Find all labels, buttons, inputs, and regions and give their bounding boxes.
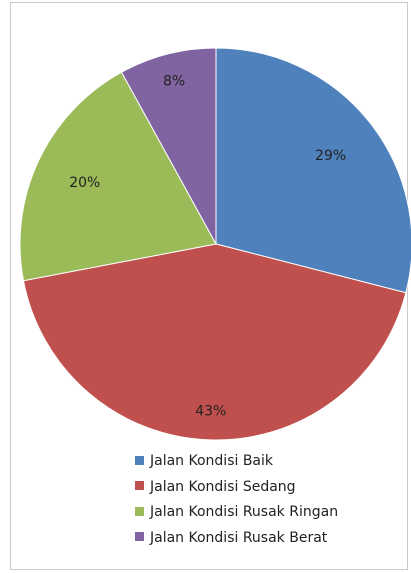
legend-label-rusak-berat: Jalan Kondisi Rusak Berat — [150, 529, 328, 546]
legend-label-baik: Jalan Kondisi Baik — [150, 453, 274, 469]
slice-label-rusak-ringan: 20% — [69, 175, 100, 191]
legend-label-rusak-ringan: Jalan Kondisi Rusak Ringan — [150, 504, 339, 520]
legend-label-sedang: Jalan Kondisi Sedang — [150, 478, 296, 495]
legend-item-baik: Jalan Kondisi Baik — [135, 449, 338, 475]
legend-item-rusak-berat: Jalan Kondisi Rusak Berat — [135, 526, 338, 552]
pie-slices — [19, 47, 411, 441]
legend-item-sedang: Jalan Kondisi Sedang — [135, 475, 338, 501]
slice-label-baik: 29% — [315, 148, 346, 164]
legend-item-rusak-ringan: Jalan Kondisi Rusak Ringan — [135, 500, 338, 526]
legend-swatch-rusak-berat — [135, 532, 144, 541]
pie-slice-baik — [215, 47, 411, 294]
slice-label-sedang: 43% — [195, 404, 226, 420]
pie-slice-rusak-ringan — [19, 71, 217, 282]
legend-swatch-baik — [135, 455, 144, 465]
pie-slice-rusak-berat — [120, 47, 217, 245]
legend-swatch-rusak-ringan — [135, 506, 144, 516]
chart-legend: Jalan Kondisi Baik Jalan Kondisi Sedang … — [135, 449, 338, 551]
pie-slice-sedang — [22, 243, 407, 441]
slice-label-rusak-berat: 8% — [163, 74, 185, 90]
slice-labels: 29% 43% 20% 8% — [69, 74, 346, 420]
legend-swatch-sedang — [135, 481, 144, 490]
